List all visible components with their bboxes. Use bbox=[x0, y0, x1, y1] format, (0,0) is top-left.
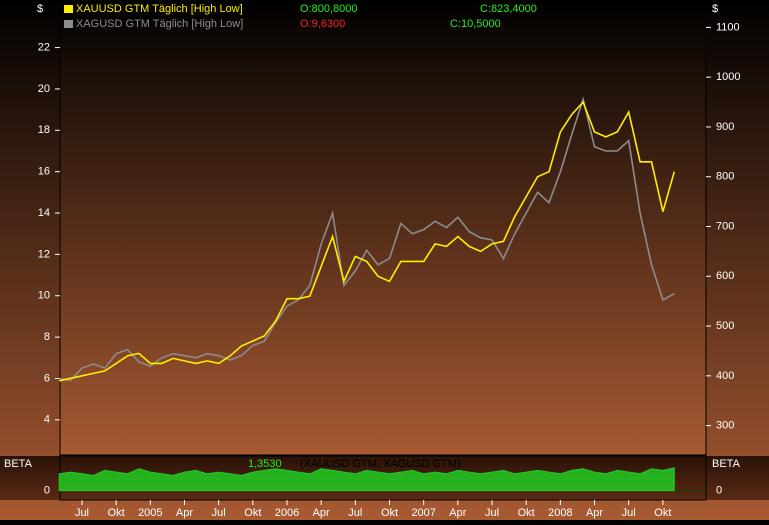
y-tick-label: 4 bbox=[44, 414, 50, 426]
beta-title: BETA bbox=[4, 458, 33, 470]
y-axis-label: $ bbox=[37, 3, 43, 15]
y2-tick-label: 300 bbox=[716, 420, 734, 432]
legend-close: C:823,4000 bbox=[480, 3, 537, 15]
x-tick-label: 2006 bbox=[275, 507, 299, 519]
x-tick-label: Okt bbox=[654, 507, 671, 519]
y-tick-label: 22 bbox=[38, 41, 50, 53]
legend-open: O:800,8000 bbox=[300, 3, 358, 15]
legend-swatch bbox=[64, 20, 73, 28]
legend-swatch bbox=[64, 5, 73, 13]
plot-area bbox=[59, 0, 707, 456]
x-tick-label: Jul bbox=[348, 507, 362, 519]
x-tick-label: Jul bbox=[622, 507, 636, 519]
x-tick-label: Apr bbox=[586, 507, 603, 519]
y2-tick-label: 800 bbox=[716, 171, 734, 183]
x-tick-label: Okt bbox=[381, 507, 398, 519]
x-tick-label: Okt bbox=[518, 507, 535, 519]
y-tick-label: 16 bbox=[38, 166, 50, 178]
y2-tick-label: 500 bbox=[716, 320, 734, 332]
y2-axis-label: $ bbox=[712, 3, 718, 15]
legend-close: C:10,5000 bbox=[450, 18, 501, 30]
legend-open: O:9,6300 bbox=[300, 18, 345, 30]
y-tick-label: 6 bbox=[44, 372, 50, 384]
series-line bbox=[59, 100, 676, 382]
beta-y-tick-label: 0 bbox=[44, 485, 50, 497]
legend-label: XAGUSD GTM Täglich [High Low] bbox=[76, 18, 243, 30]
x-tick-label: Jul bbox=[212, 507, 226, 519]
beta-series-name: (XAUUSD GTM, XAGUSD GTM) bbox=[300, 458, 461, 470]
y2-tick-label: 1000 bbox=[716, 71, 740, 83]
x-tick-label: Okt bbox=[108, 507, 125, 519]
x-tick-label: 2008 bbox=[548, 507, 572, 519]
y-tick-label: 20 bbox=[38, 83, 50, 95]
y-tick-label: 18 bbox=[38, 124, 50, 136]
x-tick-label: 2007 bbox=[411, 507, 435, 519]
x-tick-label: Apr bbox=[449, 507, 466, 519]
y2-tick-label: 400 bbox=[716, 370, 734, 382]
y2-tick-label: 600 bbox=[716, 270, 734, 282]
y2-tick-label: 900 bbox=[716, 121, 734, 133]
x-tick-label: Okt bbox=[244, 507, 261, 519]
x-tick-label: Apr bbox=[313, 507, 330, 519]
y-tick-label: 8 bbox=[44, 331, 50, 343]
beta-area bbox=[58, 467, 675, 492]
beta-title-right: BETA bbox=[712, 458, 741, 470]
x-tick-label: Jul bbox=[75, 507, 89, 519]
y-tick-label: 14 bbox=[38, 207, 50, 219]
y2-tick-label: 1100 bbox=[716, 21, 740, 33]
x-tick-label: Jul bbox=[485, 507, 499, 519]
legend-label: XAUUSD GTM Täglich [High Low] bbox=[76, 3, 243, 15]
beta-value-label: 1,3530 bbox=[248, 458, 282, 470]
beta-y2-tick-label: 0 bbox=[716, 485, 722, 497]
y2-tick-label: 700 bbox=[716, 220, 734, 232]
y-tick-label: 12 bbox=[38, 248, 50, 260]
x-tick-label: 2005 bbox=[138, 507, 162, 519]
series-line bbox=[59, 96, 675, 382]
y-tick-label: 10 bbox=[38, 290, 50, 302]
x-tick-label: Apr bbox=[176, 507, 193, 519]
